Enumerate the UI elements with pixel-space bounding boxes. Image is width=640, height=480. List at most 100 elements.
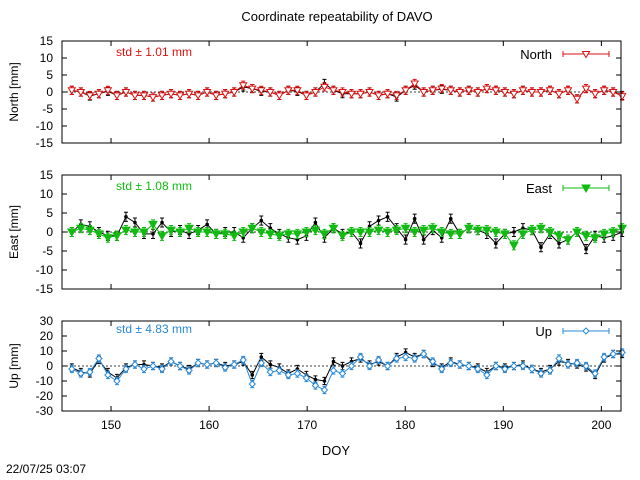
data-point — [419, 350, 428, 358]
data-point — [465, 362, 473, 370]
data-point — [391, 226, 402, 236]
data-point — [528, 365, 536, 373]
y-tick-label: -15 — [36, 136, 54, 150]
x-tick-label: 200 — [591, 418, 611, 432]
data-point — [608, 89, 618, 97]
data-point — [202, 228, 213, 238]
data-point — [247, 85, 257, 94]
data-point — [205, 222, 209, 227]
data-point — [148, 220, 158, 230]
data-point — [311, 89, 320, 97]
std-label: std ± 1.08 mm — [116, 179, 192, 193]
std-label: std ± 4.83 mm — [116, 322, 192, 336]
data-point — [599, 230, 609, 239]
data-point — [274, 92, 284, 100]
data-point — [221, 363, 229, 372]
east-panel: std ± 1.08 mm East East [mm] -15 -10 -5 0 5 1… — [7, 168, 628, 296]
data-point — [473, 89, 483, 97]
data-point — [157, 92, 167, 100]
data-point — [482, 85, 492, 94]
data-point — [563, 87, 573, 95]
data-point — [292, 87, 302, 95]
data-point — [238, 82, 248, 90]
data-point — [356, 353, 365, 361]
y-tick-label: 0 — [46, 225, 53, 239]
data-point — [573, 359, 581, 367]
data-point — [301, 228, 312, 238]
legend-caps — [562, 328, 610, 334]
data-point — [545, 87, 555, 95]
data-point — [320, 386, 329, 394]
data-point — [184, 90, 194, 99]
data-point — [265, 230, 276, 239]
data-point — [392, 92, 401, 100]
data-point — [481, 226, 492, 236]
data-point — [410, 80, 420, 88]
y-tick-label: 10 — [40, 187, 54, 201]
data-point — [257, 359, 265, 367]
data-point — [572, 95, 582, 104]
data-point — [283, 87, 293, 95]
data-point — [409, 228, 420, 238]
data-point — [474, 365, 482, 373]
data-point — [77, 369, 85, 378]
data-point — [365, 362, 374, 370]
data-point — [338, 89, 347, 97]
data-point — [454, 230, 465, 239]
data-point — [446, 87, 456, 95]
data-point — [103, 87, 113, 95]
y-tick-label: 0 — [46, 85, 53, 99]
data-point — [112, 232, 122, 241]
chart-title: Coordinate repeatability of DAVO — [241, 9, 432, 24]
data-point — [365, 89, 374, 97]
data-point — [329, 366, 338, 375]
data-point — [320, 83, 329, 92]
data-point — [401, 87, 411, 95]
data-point — [338, 369, 347, 378]
data-point — [608, 228, 619, 238]
y-tick-label: 10 — [40, 344, 54, 358]
data-point — [590, 234, 600, 243]
data-point — [322, 379, 327, 383]
data-point — [113, 377, 121, 385]
data-point — [501, 365, 509, 373]
data-point — [581, 85, 591, 94]
data-point — [494, 241, 498, 246]
data-point — [122, 365, 130, 373]
y-tick-label: 0 — [46, 359, 53, 373]
data-point — [537, 369, 545, 378]
data-point — [527, 226, 537, 236]
x-axis-label: DOY — [322, 443, 351, 458]
y-tick-label: 15 — [40, 34, 54, 48]
data-point — [292, 230, 303, 239]
data-point — [94, 90, 104, 99]
data-point — [617, 93, 627, 101]
data-point — [582, 362, 590, 370]
data-point — [356, 90, 365, 99]
data-point — [130, 228, 140, 238]
data-point — [428, 87, 438, 95]
data-point — [347, 362, 356, 370]
data-point — [250, 373, 255, 377]
up-series — [68, 348, 626, 395]
data-point — [275, 366, 284, 375]
data-point — [401, 353, 410, 361]
data-point — [492, 362, 500, 370]
data-point — [310, 226, 321, 236]
data-point — [455, 89, 465, 97]
data-point — [519, 362, 527, 370]
data-point — [149, 362, 157, 370]
data-point — [563, 236, 573, 245]
data-point — [239, 356, 247, 364]
data-point — [591, 369, 599, 378]
data-point — [447, 359, 455, 367]
y-tick-label: -20 — [36, 389, 54, 403]
data-point — [148, 94, 158, 102]
data-point — [617, 224, 628, 234]
data-point — [247, 224, 258, 234]
legend-marker — [581, 51, 591, 59]
data-point — [564, 360, 572, 369]
data-point — [347, 90, 356, 99]
data-point — [555, 354, 563, 363]
data-point — [274, 232, 285, 241]
